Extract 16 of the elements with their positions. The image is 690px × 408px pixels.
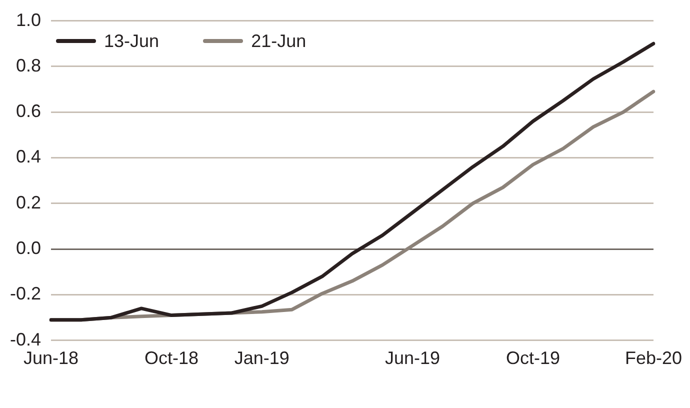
- x-tick-label: Feb-20: [624, 348, 682, 368]
- y-tick-label: 0.0: [16, 238, 42, 258]
- y-tick-label: 0.4: [16, 146, 42, 167]
- x-tick-label: Jan-19: [234, 348, 290, 368]
- x-tick-label: Oct-18: [144, 348, 199, 368]
- y-tick-label: -0.2: [10, 284, 42, 304]
- x-tick-label: Oct-19: [506, 348, 560, 368]
- legend-label: 21-Jun: [251, 30, 306, 52]
- x-tick-label: Jun-19: [384, 348, 440, 368]
- y-tick-label: 0.6: [16, 101, 42, 122]
- legend-label: 13-Jun: [104, 30, 160, 52]
- y-tick-label: 0.8: [16, 55, 42, 76]
- y-tick-label: 0.2: [16, 192, 42, 212]
- y-tick-label: 1.0: [16, 10, 42, 30]
- x-tick-label: Jun-18: [23, 348, 79, 368]
- y-tick-label: -0.4: [10, 329, 42, 350]
